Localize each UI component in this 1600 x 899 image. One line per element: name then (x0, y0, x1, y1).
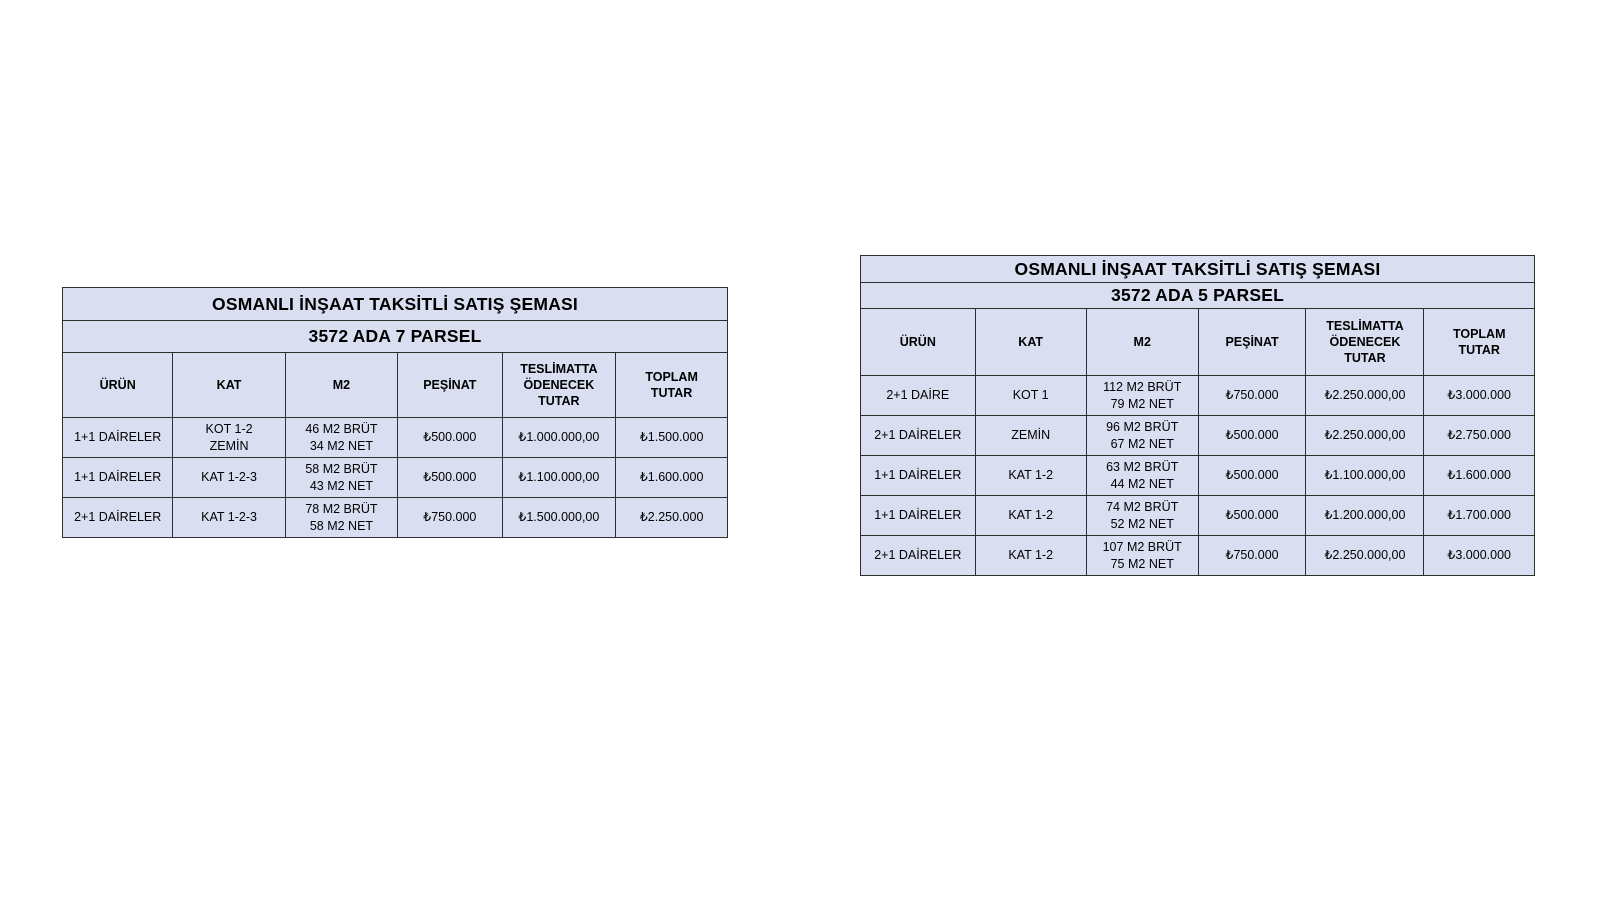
cell-toplam: ₺1.500.000 (615, 417, 728, 458)
table-row: 1+1 DAİRELER KAT 1-2 74 M2 BRÜT 52 M2 NE… (860, 495, 1535, 536)
cell-teslimatta: ₺1.200.000,00 (1305, 495, 1425, 536)
sales-table-parsel-7: OSMANLI İNŞAAT TAKSİTLİ SATIŞ ŞEMASI 357… (61, 287, 728, 538)
cell-toplam: ₺3.000.000 (1423, 375, 1535, 416)
col-header-teslimatta: TESLİMATTA ÖDENECEK TUTAR (501, 352, 617, 418)
cell-pesinat: ₺500.000 (1197, 495, 1307, 536)
cell-urun: 2+1 DAİRELER (860, 535, 976, 576)
cell-teslimatta: ₺2.250.000,00 (1305, 415, 1425, 456)
cell-m2: 58 M2 BRÜT 43 M2 NET (284, 457, 399, 498)
cell-teslimatta: ₺2.250.000,00 (1305, 535, 1425, 576)
cell-m2: 112 M2 BRÜT 79 M2 NET (1085, 375, 1199, 416)
cell-pesinat: ₺750.000 (1197, 375, 1307, 416)
cell-pesinat: ₺750.000 (397, 497, 503, 538)
table-row: 2+1 DAİRELER KAT 1-2 107 M2 BRÜT 75 M2 N… (860, 535, 1535, 576)
col-header-kat: KAT (974, 308, 1087, 376)
col-header-urun: ÜRÜN (860, 308, 976, 376)
table-row: 2+1 DAİRELER ZEMİN 96 M2 BRÜT 67 M2 NET … (860, 415, 1535, 456)
table-title: OSMANLI İNŞAAT TAKSİTLİ SATIŞ ŞEMASI (860, 255, 1535, 283)
cell-m2: 78 M2 BRÜT 58 M2 NET (284, 497, 399, 538)
table-title-row: OSMANLI İNŞAAT TAKSİTLİ SATIŞ ŞEMASI (62, 287, 728, 321)
cell-pesinat: ₺500.000 (397, 417, 503, 458)
table-header-row: ÜRÜN KAT M2 PEŞİNAT TESLİMATTA ÖDENECEK … (61, 352, 728, 418)
table-subtitle: 3572 ADA 7 PARSEL (62, 320, 728, 353)
col-header-pesinat: PEŞİNAT (397, 352, 503, 418)
cell-pesinat: ₺500.000 (397, 457, 503, 498)
cell-urun: 2+1 DAİRE (860, 375, 976, 416)
cell-kat: KAT 1-2 (974, 495, 1087, 536)
cell-m2: 96 M2 BRÜT 67 M2 NET (1085, 415, 1199, 456)
table-row: 1+1 DAİRELER KOT 1-2 ZEMİN 46 M2 BRÜT 34… (61, 417, 728, 458)
cell-teslimatta: ₺1.100.000,00 (501, 457, 617, 498)
cell-teslimatta: ₺1.500.000,00 (501, 497, 617, 538)
cell-teslimatta: ₺2.250.000,00 (1305, 375, 1425, 416)
col-header-m2: M2 (1085, 308, 1199, 376)
cell-toplam: ₺1.600.000 (1423, 455, 1535, 496)
cell-pesinat: ₺500.000 (1197, 455, 1307, 496)
cell-toplam: ₺2.250.000 (615, 497, 728, 538)
cell-urun: 2+1 DAİRELER (61, 497, 174, 538)
table-row: 2+1 DAİRE KOT 1 112 M2 BRÜT 79 M2 NET ₺7… (860, 375, 1535, 416)
table-subtitle-row: 3572 ADA 5 PARSEL (860, 282, 1535, 309)
col-header-toplam: TOPLAM TUTAR (1423, 308, 1535, 376)
col-header-pesinat: PEŞİNAT (1197, 308, 1307, 376)
table-title: OSMANLI İNŞAAT TAKSİTLİ SATIŞ ŞEMASI (62, 287, 728, 321)
cell-urun: 1+1 DAİRELER (860, 495, 976, 536)
col-header-urun: ÜRÜN (61, 352, 174, 418)
cell-teslimatta: ₺1.100.000,00 (1305, 455, 1425, 496)
cell-urun: 1+1 DAİRELER (61, 457, 174, 498)
table-row: 1+1 DAİRELER KAT 1-2-3 58 M2 BRÜT 43 M2 … (61, 457, 728, 498)
cell-m2: 74 M2 BRÜT 52 M2 NET (1085, 495, 1199, 536)
table-subtitle: 3572 ADA 5 PARSEL (860, 282, 1535, 309)
col-header-m2: M2 (284, 352, 399, 418)
cell-kat: KAT 1-2 (974, 455, 1087, 496)
cell-m2: 63 M2 BRÜT 44 M2 NET (1085, 455, 1199, 496)
table-title-row: OSMANLI İNŞAAT TAKSİTLİ SATIŞ ŞEMASI (860, 255, 1535, 283)
col-header-toplam: TOPLAM TUTAR (615, 352, 728, 418)
cell-pesinat: ₺750.000 (1197, 535, 1307, 576)
cell-teslimatta: ₺1.000.000,00 (501, 417, 617, 458)
cell-kat: KOT 1-2 ZEMİN (172, 417, 286, 458)
cell-m2: 107 M2 BRÜT 75 M2 NET (1085, 535, 1199, 576)
col-header-teslimatta: TESLİMATTA ÖDENECEK TUTAR (1305, 308, 1425, 376)
col-header-kat: KAT (172, 352, 286, 418)
cell-m2: 46 M2 BRÜT 34 M2 NET (284, 417, 399, 458)
cell-kat: KAT 1-2-3 (172, 457, 286, 498)
cell-urun: 2+1 DAİRELER (860, 415, 976, 456)
cell-kat: KAT 1-2-3 (172, 497, 286, 538)
cell-kat: KAT 1-2 (974, 535, 1087, 576)
table-row: 1+1 DAİRELER KAT 1-2 63 M2 BRÜT 44 M2 NE… (860, 455, 1535, 496)
table-row: 2+1 DAİRELER KAT 1-2-3 78 M2 BRÜT 58 M2 … (61, 497, 728, 538)
cell-urun: 1+1 DAİRELER (860, 455, 976, 496)
cell-urun: 1+1 DAİRELER (61, 417, 174, 458)
cell-toplam: ₺3.000.000 (1423, 535, 1535, 576)
cell-toplam: ₺1.700.000 (1423, 495, 1535, 536)
table-subtitle-row: 3572 ADA 7 PARSEL (62, 320, 728, 353)
cell-kat: ZEMİN (974, 415, 1087, 456)
table-header-row: ÜRÜN KAT M2 PEŞİNAT TESLİMATTA ÖDENECEK … (860, 308, 1535, 376)
cell-kat: KOT 1 (974, 375, 1087, 416)
cell-pesinat: ₺500.000 (1197, 415, 1307, 456)
sales-table-parsel-5: OSMANLI İNŞAAT TAKSİTLİ SATIŞ ŞEMASI 357… (860, 255, 1535, 576)
cell-toplam: ₺1.600.000 (615, 457, 728, 498)
cell-toplam: ₺2.750.000 (1423, 415, 1535, 456)
